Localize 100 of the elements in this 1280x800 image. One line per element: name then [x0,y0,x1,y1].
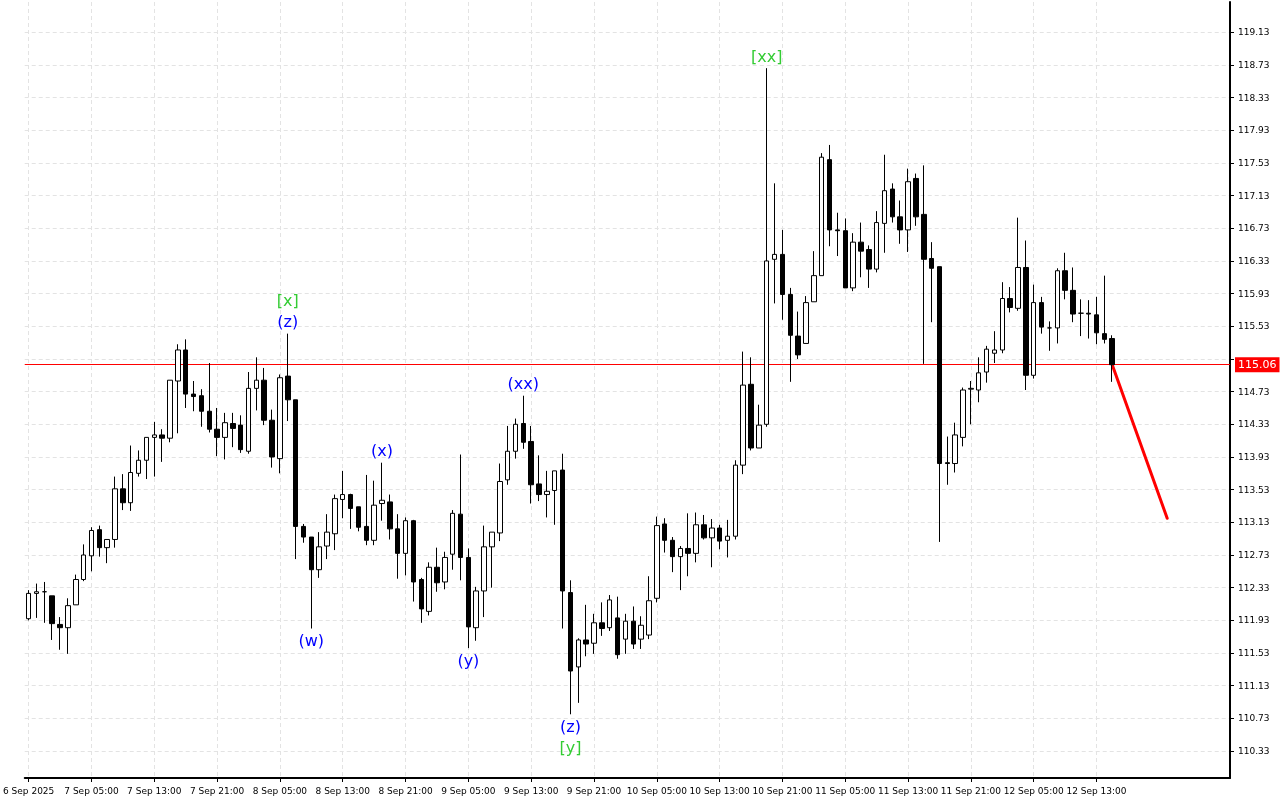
candlestick [905,168,911,253]
candlestick [1086,299,1091,340]
candlestick [309,536,314,630]
y-tick-label: 114.33 [1238,419,1270,430]
annotation: (z) [277,312,299,332]
candlestick [811,250,817,303]
x-tick-label: 9 Sep 21:00 [566,785,622,796]
candlestick [623,613,628,655]
candlestick [693,512,699,563]
candlestick [112,476,118,549]
candlestick [709,518,715,568]
candlestick [473,586,479,642]
annotation: (xx) [507,374,540,394]
candlestick [725,519,730,558]
candlestick [42,581,47,624]
candlestick [65,597,71,655]
candlestick [97,525,102,558]
candlestick [1102,275,1107,344]
candlestick [104,538,110,564]
candlestick [1000,281,1005,354]
candlestick [49,595,55,641]
candlestick [654,516,660,603]
candlestick [238,414,243,454]
y-tick-label: 110.73 [1238,713,1270,724]
candlestick [269,409,275,469]
y-tick-label: 114.73 [1238,386,1270,397]
candlestick [199,388,204,428]
candlestick [458,454,463,581]
candlestick [207,362,212,433]
candlestick [552,470,557,526]
candlestick [733,459,738,540]
x-tick-label: 12 Sep 13:00 [1066,785,1127,796]
candlestick [183,338,188,409]
candlestick [913,173,919,227]
y-tick-label: 115.93 [1238,288,1270,299]
annotation: [xx] [751,46,783,66]
candlestick [701,514,707,540]
x-tick-label: 8 Sep 05:00 [252,785,308,796]
candlestick [356,506,361,532]
x-tick-label: 8 Sep 21:00 [378,785,433,796]
x-tick-label: 10 Sep 05:00 [626,785,688,796]
candlestick [890,182,895,224]
y-tick-label: 112.73 [1238,550,1270,560]
candlestick [662,517,667,554]
candlestick [670,536,675,573]
candlestick [442,551,448,590]
candlestick [175,343,181,434]
candlestick [395,513,400,580]
candlestick [411,519,416,603]
candlestick [866,244,872,289]
candlestick [136,449,141,478]
candlestick [599,601,605,637]
x-tick-label: 11 Sep 13:00 [878,785,939,796]
candlestick [348,493,353,530]
candlestick [1015,217,1021,312]
y-tick-label: 113.53 [1238,484,1270,495]
candlestick [426,561,432,616]
candlestick [646,575,652,640]
candlestick [89,526,94,572]
candlestick [756,404,762,449]
x-tick-label: 7 Sep 05:00 [64,785,119,796]
candlestick [364,474,369,546]
candlestick [1070,266,1076,323]
candlestick [921,164,927,365]
candlestick [803,295,809,344]
candlestick [73,574,79,606]
y-tick-label: 111.53 [1238,648,1270,659]
candlestick [293,399,298,560]
candlestick [379,462,385,522]
candlestick [513,418,518,460]
annotation: (y) [457,650,480,670]
candlestick [897,199,903,245]
candlestick [984,345,989,384]
candlestick [976,356,981,403]
candlestick [874,210,879,273]
candlestick [827,144,832,247]
x-tick-label: 10 Sep 21:00 [752,785,813,796]
candlestick [120,473,126,511]
candlestick [26,589,31,621]
candlestick [371,480,377,546]
candlestick [57,616,63,651]
annotation: (w) [298,631,325,651]
candlestick [748,356,754,451]
candlestick [144,436,149,480]
candlestick [819,152,824,277]
candlestick [591,613,597,655]
y-tick-label: 118.33 [1238,92,1270,103]
candlestick [1094,296,1099,345]
candlestick [1109,334,1115,383]
candlestick [1031,284,1036,380]
annotation: [y] [559,737,582,757]
ref-line-label: 115.06 [1238,358,1277,372]
candlestick [560,453,565,630]
candlestick [678,545,683,591]
candlestick [277,373,283,474]
x-tick-label: 10 Sep 13:00 [689,785,750,796]
y-tick-label: 113.93 [1238,451,1270,462]
x-tick-label: 12 Sep 05:00 [1003,785,1065,796]
y-tick-label: 118.73 [1238,59,1270,70]
candlestick [568,579,573,715]
